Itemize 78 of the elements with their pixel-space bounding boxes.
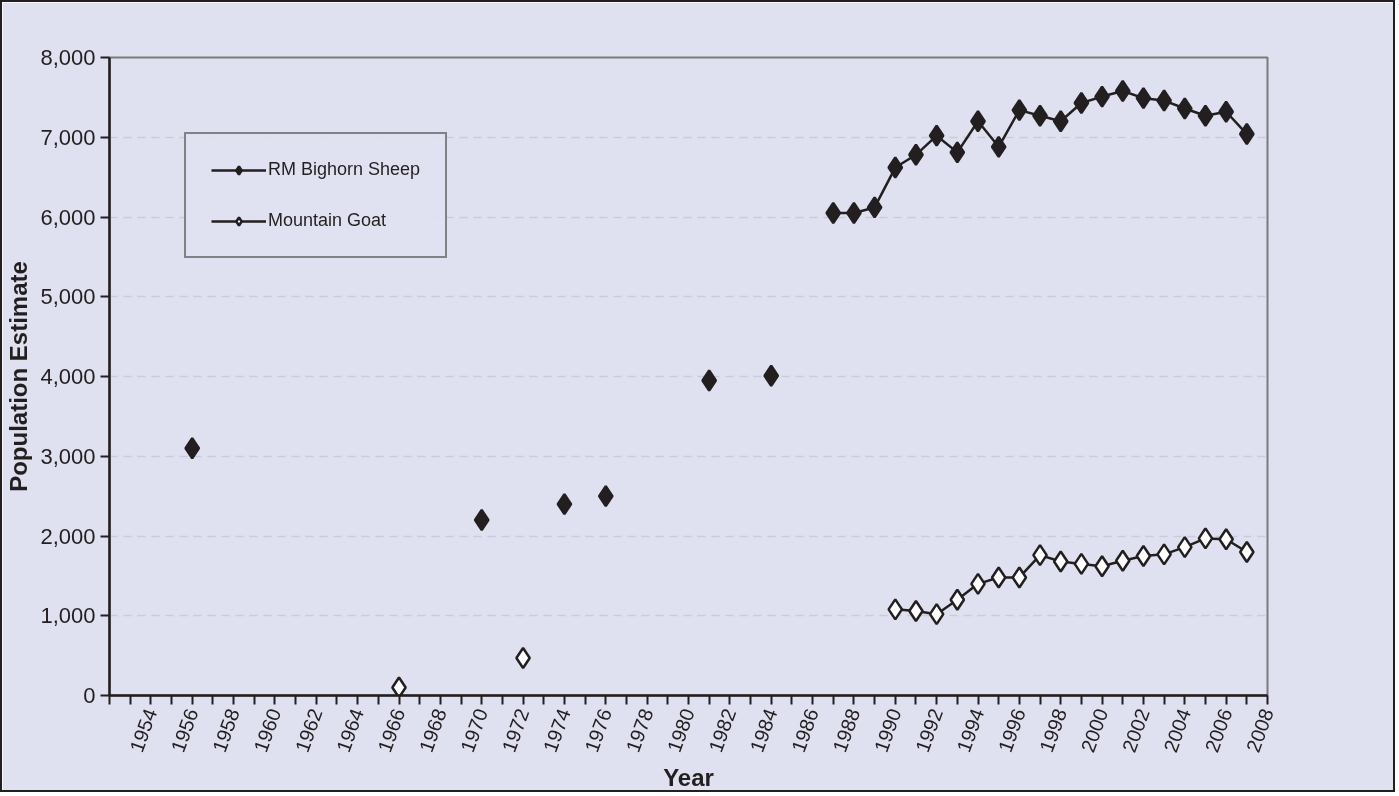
x-tick-label: 1988 — [828, 705, 865, 756]
point — [1218, 100, 1235, 123]
point — [1238, 540, 1255, 564]
x-tick-label: 1960 — [249, 705, 286, 756]
x-tick-label: 2004 — [1159, 705, 1196, 756]
point — [1197, 104, 1214, 127]
point — [597, 484, 614, 508]
point — [1176, 97, 1193, 120]
point — [866, 196, 883, 219]
y-tick-label: 8,000 — [40, 45, 96, 70]
point — [990, 566, 1007, 589]
y-tick-label: 2,000 — [40, 523, 96, 549]
y-tick-label: 4,000 — [40, 364, 96, 389]
x-tick-label: 1994 — [952, 705, 989, 756]
x-tick-label: 1976 — [580, 705, 617, 756]
x-tick-label: 1972 — [497, 705, 534, 756]
point — [1197, 527, 1214, 550]
legend-label: RM Bighorn Sheep — [268, 159, 421, 180]
point — [1176, 535, 1193, 559]
x-tick-label: 1964 — [332, 705, 368, 756]
x-tick-label: 1968 — [414, 705, 451, 756]
x-tick-label: 1990 — [869, 705, 906, 756]
y-tick-label: 1,000 — [40, 603, 96, 629]
x-tick-label: 1974 — [538, 705, 575, 756]
x-tick-label: 1970 — [456, 705, 493, 756]
point — [949, 141, 966, 164]
point — [1011, 566, 1028, 589]
x-tick-label: 1980 — [662, 705, 699, 756]
point — [763, 364, 780, 387]
point — [990, 135, 1007, 159]
x-tick-label: 1954 — [125, 705, 162, 756]
point — [1011, 98, 1028, 122]
point — [949, 588, 966, 612]
point — [184, 437, 201, 460]
point — [1052, 550, 1069, 573]
point — [928, 124, 945, 147]
point — [1114, 79, 1131, 103]
x-tick-label: 2002 — [1117, 705, 1154, 756]
x-tick-label: 1992 — [911, 705, 947, 756]
x-tick-label: 1998 — [1035, 705, 1072, 756]
x-tick-label: 2006 — [1200, 705, 1237, 756]
point — [1238, 122, 1255, 146]
point — [1156, 89, 1173, 112]
point — [1073, 91, 1090, 115]
point — [1135, 86, 1152, 110]
point — [887, 598, 904, 621]
x-tick-label: 1956 — [166, 705, 203, 756]
point — [928, 602, 945, 626]
x-tick-label: 1996 — [993, 705, 1030, 756]
point — [1073, 552, 1090, 576]
point — [701, 369, 718, 392]
point — [1218, 527, 1235, 551]
point — [391, 676, 407, 696]
x-tick-label: 1982 — [704, 705, 741, 756]
point — [1052, 110, 1069, 133]
x-axis-title: Year — [663, 764, 714, 792]
y-tick-label: 0 — [83, 683, 96, 708]
y-tick-label: 7,000 — [40, 124, 96, 150]
x-tick-label: 1986 — [787, 705, 823, 756]
point — [1156, 543, 1173, 566]
y-tick-label: 6,000 — [40, 204, 96, 230]
point — [473, 508, 490, 532]
x-tick-label: 1962 — [290, 705, 327, 756]
x-tick-label: 1978 — [621, 705, 658, 756]
y-tick-label: 3,000 — [40, 443, 96, 469]
y-axis-title: Population Estimate — [5, 261, 33, 492]
point — [1135, 544, 1152, 568]
y-tick-label: 5,000 — [40, 284, 96, 310]
x-tick-label: 1958 — [208, 705, 244, 756]
x-tick-label: 1984 — [745, 705, 782, 756]
point — [556, 492, 573, 516]
x-tick-label: 2008 — [1241, 705, 1278, 756]
point — [887, 156, 904, 179]
x-tick-label: 2000 — [1076, 705, 1113, 756]
point — [1114, 549, 1131, 572]
point — [825, 201, 842, 225]
legend-label: Mountain Goat — [268, 210, 387, 231]
x-tick-label: 1966 — [373, 705, 410, 756]
